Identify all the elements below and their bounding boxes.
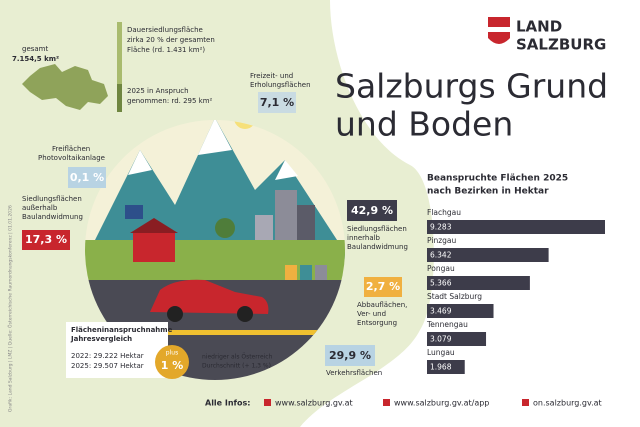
claimed-text: genommen: rd. 295 km² — [127, 97, 213, 105]
tree — [215, 218, 235, 238]
badge-top: plus — [166, 350, 178, 357]
footer-label: Alle Infos: — [205, 399, 251, 408]
value-label: 5.366 — [430, 279, 452, 288]
illustration — [85, 120, 345, 380]
category-label: Tennengau — [426, 320, 468, 329]
comparison-note: niedriger als Österreich — [202, 354, 273, 361]
settlement-text: zirka 20 % der gesamten — [127, 36, 215, 44]
share-label: Ver- und — [357, 310, 386, 318]
share-box — [258, 92, 296, 113]
share-box — [347, 200, 397, 221]
logo-text: SALZBURG — [516, 36, 606, 54]
wheel — [237, 306, 253, 322]
share-label: Siedlungsflächen — [22, 195, 82, 203]
comparison-box — [66, 322, 168, 378]
share-value: 42,9 % — [351, 204, 393, 217]
bar — [427, 248, 549, 262]
share-value: 2,7 % — [366, 280, 400, 293]
bar — [427, 360, 465, 374]
footer-link[interactable]: www.salzburg.gv.at — [275, 399, 353, 408]
comparison-title: Flächeninanspruchnahme — [71, 326, 173, 334]
claimed-text: 2025 in Anspruch — [127, 87, 189, 95]
footer-link[interactable]: on.salzburg.gv.at — [533, 399, 602, 408]
share-label: Freiflächen — [52, 145, 90, 153]
share-label: Verkehrsflächen — [326, 369, 382, 377]
total-label: gesamt — [22, 45, 49, 53]
share-label: Abbauflächen, — [357, 301, 407, 309]
value-label: 6.342 — [430, 251, 452, 260]
value-label: 3.079 — [430, 335, 452, 344]
category-label: Flachgau — [427, 208, 461, 217]
bullet — [383, 399, 390, 406]
bin — [315, 265, 327, 281]
value-label: 3.469 — [430, 307, 452, 316]
logo-stripe — [488, 27, 510, 32]
share-label: Freizeit- und — [250, 72, 293, 80]
map-shape — [22, 64, 108, 110]
solar-panel — [125, 205, 143, 219]
bullet — [522, 399, 529, 406]
settlement-text: Fläche (rd. 1.431 km²) — [127, 46, 205, 54]
share-value: 29,9 % — [329, 349, 371, 362]
comparison-title: Jahresvergleich — [70, 335, 132, 343]
bullet — [264, 399, 271, 406]
share-value: 0,1 % — [70, 171, 104, 184]
share-label: Baulandwidmung — [347, 243, 408, 251]
bar — [427, 276, 530, 290]
snow — [128, 120, 298, 180]
badge-value: 1 % — [161, 359, 184, 372]
total-value: 7.154,5 km² — [12, 55, 59, 63]
share-label: Baulandwidmung — [22, 213, 83, 221]
category-label: Pinzgau — [427, 236, 456, 245]
share-value: 7,1 % — [260, 96, 294, 109]
badge — [155, 345, 189, 379]
share-label: Entsorgung — [357, 319, 397, 327]
share-box — [364, 277, 402, 297]
footer-link[interactable]: www.salzburg.gv.at/app — [394, 399, 489, 408]
settlement-text: Dauersiedlungsfläche — [127, 26, 203, 34]
value-label: 1.968 — [430, 363, 452, 372]
comparison-row: 2025: 29.507 Hektar — [71, 362, 144, 370]
wheel — [167, 306, 183, 322]
bin — [285, 265, 297, 281]
share-label: innerhalb — [347, 234, 381, 242]
bar — [427, 220, 605, 234]
share-box — [68, 167, 106, 188]
bar — [427, 332, 487, 346]
share-label: Photovoltaikanlage — [38, 154, 105, 162]
share-value: 17,3 % — [25, 233, 67, 246]
car — [150, 279, 269, 314]
share-label: außerhalb — [22, 204, 58, 212]
claimed-bar — [117, 84, 122, 112]
road-line — [85, 330, 345, 335]
comparison-note: Durchschnitt (+ 1,3 %) — [202, 363, 271, 370]
credit: Grafik: Land Salzburg | LMZ | Quelle: Ös… — [7, 205, 14, 412]
bar — [427, 304, 494, 318]
chart-title: nach Bezirken in Hektar — [427, 187, 549, 197]
share-label: Siedlungsflächen — [347, 225, 407, 233]
category-label: Stadt Salzburg — [427, 292, 482, 301]
settlement-bar — [117, 22, 122, 84]
value-label: 9.283 — [430, 223, 452, 232]
share-box — [22, 230, 70, 250]
logo-text: LAND — [516, 18, 562, 36]
category-label: Pongau — [427, 264, 455, 273]
bin — [300, 265, 312, 281]
barn — [133, 232, 175, 262]
comparison-row: 2022: 29.222 Hektar — [71, 352, 144, 360]
share-box — [325, 345, 375, 366]
barn-roof — [130, 218, 178, 233]
page-title: Salzburgs Grund — [335, 67, 608, 106]
category-label: Lungau — [427, 348, 455, 357]
chart-title: Beanspruchte Flächen 2025 — [427, 174, 568, 184]
share-label: Erholungsflächen — [250, 81, 311, 89]
page-title: und Boden — [335, 105, 513, 144]
